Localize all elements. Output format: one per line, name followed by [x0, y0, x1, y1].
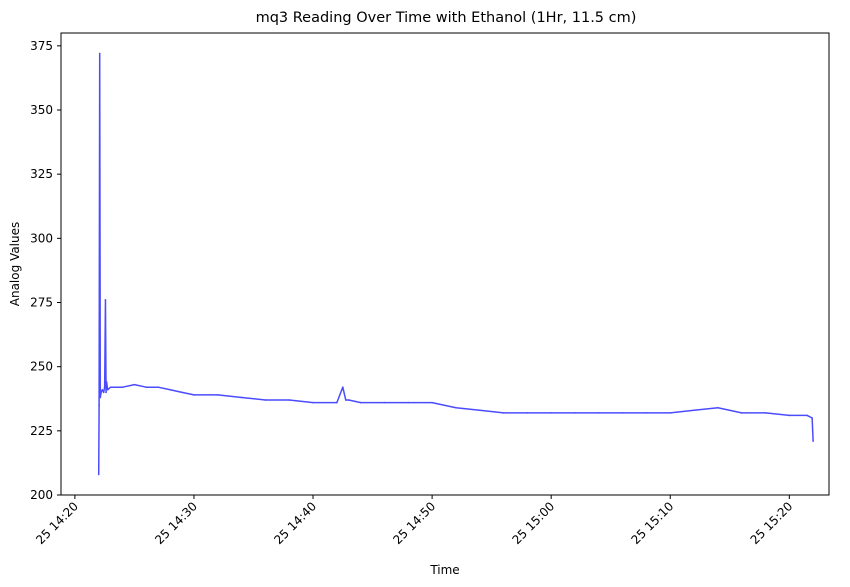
plot-frame [60, 32, 830, 496]
data-point [359, 401, 362, 404]
y-tick-label: 225 [30, 424, 53, 438]
data-point [550, 412, 552, 414]
x-axis: 25 14:20 25 14:30 25 14:40 25 14:50 25 15:00… [33, 495, 795, 547]
data-point [288, 399, 291, 401]
y-tick-label: 350 [30, 103, 53, 117]
data-point [717, 406, 719, 409]
data-point [106, 388, 109, 391]
y-tick-label: 200 [30, 488, 53, 502]
data-point [788, 414, 791, 417]
data-point [811, 417, 813, 419]
x-axis-label: Time [429, 563, 459, 577]
data-point [478, 409, 481, 412]
data-point [344, 399, 347, 401]
y-tick-label: 275 [30, 296, 53, 310]
data-point [812, 440, 814, 442]
data-point [407, 401, 410, 404]
x-tick-label: 25 15:00 [509, 499, 557, 547]
x-tick-label: 25 15:20 [748, 499, 796, 547]
y-tick-label: 300 [30, 231, 53, 245]
data-point [133, 383, 136, 386]
series-layer [97, 52, 814, 476]
data-point [526, 412, 529, 414]
y-tick-label: 375 [30, 39, 53, 53]
data-point [669, 412, 672, 414]
x-tick-label: 25 15:10 [629, 499, 677, 547]
data-point [621, 412, 624, 414]
data-point [98, 52, 101, 55]
x-tick-label: 25 14:50 [390, 499, 438, 547]
data-point [98, 404, 100, 406]
data-point [645, 412, 648, 414]
data-point [216, 394, 219, 396]
data-point [342, 386, 344, 389]
data-point [383, 401, 386, 404]
data-point [121, 386, 124, 389]
data-point [598, 412, 600, 414]
data-point [431, 401, 433, 404]
data-point [347, 399, 350, 401]
data-point [264, 399, 267, 401]
data-point [336, 401, 338, 404]
chart-title: mq3 Reading Over Time with Ethanol (1Hr,… [256, 10, 637, 26]
data-point [574, 412, 576, 414]
data-point [455, 406, 457, 409]
y-axis: 200 225 250 275 300 325 350 375 [30, 39, 61, 502]
data-point [97, 473, 100, 476]
data-point [105, 381, 108, 383]
data-point [115, 386, 118, 389]
data-point [100, 391, 102, 394]
series-line [97, 52, 814, 475]
data-point [102, 391, 105, 394]
plot-area [60, 32, 830, 496]
x-tick-label: 25 14:20 [33, 499, 81, 547]
data-point [181, 391, 183, 394]
data-point [169, 388, 171, 391]
data-point [157, 386, 160, 389]
x-tick-label: 25 14:30 [152, 499, 200, 547]
x-tick-label: 25 14:40 [271, 499, 319, 547]
y-tick-label: 325 [30, 167, 53, 181]
data-point [764, 412, 767, 414]
y-axis-label: Analog Values [8, 222, 22, 306]
data-point [502, 412, 505, 414]
data-point [693, 409, 695, 412]
data-point [103, 386, 106, 389]
data-point [105, 391, 107, 394]
data-point [99, 396, 102, 399]
data-point [740, 412, 743, 414]
data-point [193, 394, 195, 396]
data-point [806, 414, 808, 417]
data-point [240, 396, 243, 399]
data-point [312, 401, 314, 404]
data-point [101, 388, 104, 391]
data-point [104, 299, 107, 301]
y-tick-label: 250 [30, 360, 53, 374]
data-point [109, 386, 112, 389]
data-point [145, 386, 148, 389]
